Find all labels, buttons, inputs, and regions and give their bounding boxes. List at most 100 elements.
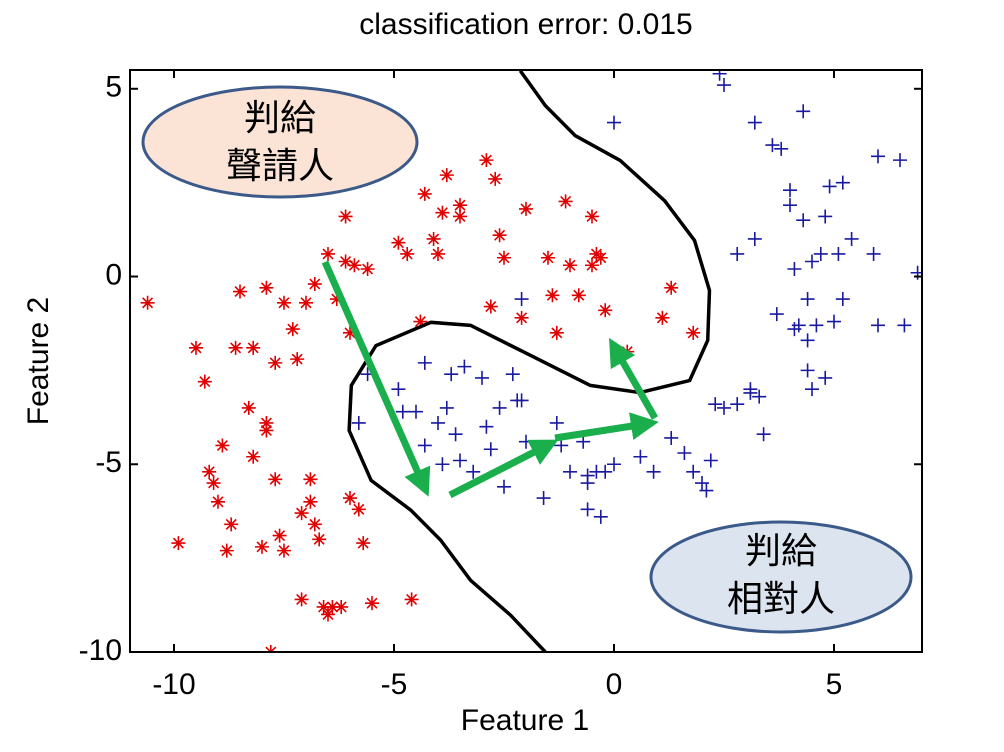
point: [479, 419, 494, 434]
point: [409, 404, 423, 419]
point: [294, 592, 309, 607]
point: [571, 288, 586, 303]
chart-title: classification error: 0.015: [359, 8, 693, 41]
point: [290, 352, 305, 367]
point: [549, 415, 564, 430]
point: [752, 389, 767, 404]
point: [233, 284, 247, 299]
point: [479, 153, 494, 168]
point: [453, 209, 467, 224]
point: [827, 314, 841, 329]
point: [580, 502, 595, 517]
arrow: [321, 260, 431, 497]
annotation-bubble: [141, 85, 419, 199]
y-tick-label: 0: [105, 258, 122, 291]
point: [307, 517, 322, 532]
point: [756, 427, 771, 442]
point: [558, 194, 573, 209]
point: [277, 543, 291, 558]
point: [417, 355, 432, 370]
point: [593, 509, 608, 524]
point: [457, 359, 472, 374]
point: [431, 415, 445, 430]
point: [593, 250, 608, 265]
point: [519, 201, 533, 216]
point: [703, 453, 718, 468]
annotation-text: 判給: [745, 531, 817, 572]
point: [272, 528, 287, 543]
decision-boundary: [347, 70, 712, 652]
point: [664, 430, 679, 445]
point: [783, 198, 797, 213]
point: [400, 246, 415, 261]
point: [712, 70, 727, 81]
point: [246, 340, 261, 355]
point: [338, 209, 353, 224]
point: [299, 295, 313, 310]
point: [563, 258, 577, 273]
point: [835, 175, 850, 190]
point: [695, 476, 709, 491]
point: [492, 228, 507, 243]
point: [268, 355, 283, 370]
y-tick-label: -5: [95, 446, 122, 479]
point: [655, 310, 670, 325]
point: [259, 415, 274, 430]
point: [404, 592, 419, 607]
point: [866, 246, 881, 261]
point: [360, 262, 375, 277]
point: [514, 310, 529, 325]
point: [206, 476, 221, 491]
y-tick-label: 5: [105, 71, 122, 104]
point: [431, 246, 445, 261]
point: [598, 303, 613, 318]
point: [351, 502, 366, 517]
point: [783, 183, 797, 198]
point: [607, 457, 621, 472]
point: [769, 307, 784, 322]
point: [483, 299, 498, 314]
point: [796, 213, 811, 228]
point: [580, 476, 595, 491]
point: [818, 370, 833, 385]
point: [224, 517, 239, 532]
point: [347, 258, 362, 273]
point: [439, 400, 454, 415]
point: [294, 506, 309, 521]
x-tick-label: -10: [152, 668, 195, 701]
point: [549, 325, 564, 340]
annotation-text: 相對人: [727, 579, 835, 620]
point: [391, 382, 406, 397]
point: [448, 427, 463, 442]
point: [699, 483, 714, 498]
point: [686, 325, 701, 340]
annotation-arrows: [321, 260, 659, 499]
point: [417, 186, 432, 201]
point: [343, 325, 357, 340]
point: [505, 367, 520, 382]
point: [325, 599, 340, 614]
point: [835, 292, 850, 307]
annotation-bubble: [649, 520, 913, 634]
point: [893, 153, 907, 168]
point: [435, 457, 450, 472]
point: [395, 404, 410, 419]
x-tick-label: -5: [381, 668, 408, 701]
point: [259, 280, 274, 295]
point: [321, 607, 335, 622]
point: [818, 209, 833, 224]
point: [796, 104, 811, 119]
point: [831, 246, 846, 261]
point: [545, 288, 560, 303]
point: [809, 318, 824, 333]
point: [285, 322, 300, 337]
x-axis-label: Feature 1: [461, 704, 589, 737]
point: [598, 464, 613, 479]
point: [228, 340, 243, 355]
point: [717, 78, 731, 93]
point: [607, 115, 621, 130]
point: [897, 318, 912, 333]
point: [677, 445, 692, 460]
point: [844, 231, 859, 246]
point: [765, 138, 780, 153]
